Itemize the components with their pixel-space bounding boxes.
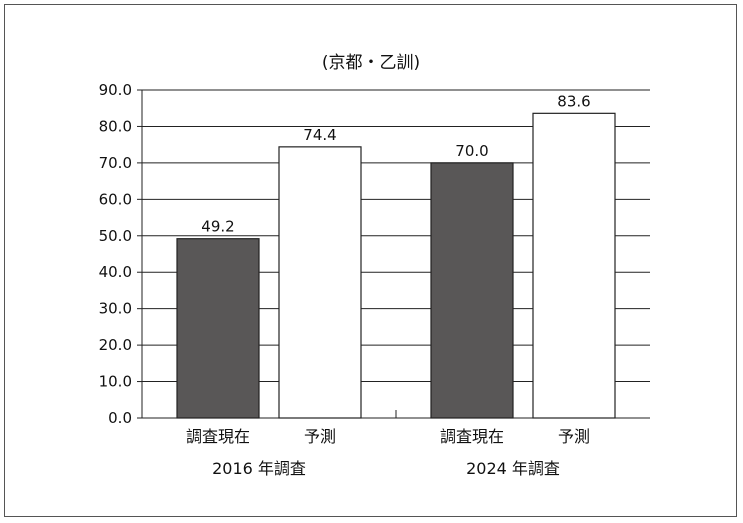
y-tick-label: 60.0 (99, 190, 132, 208)
category-label: 予測 (304, 427, 336, 446)
group-label: 2016 年調査 (212, 459, 306, 478)
y-tick-label: 50.0 (99, 227, 132, 245)
data-label: 70.0 (455, 142, 488, 160)
bar (532, 112, 616, 419)
y-tick-label: 80.0 (99, 117, 132, 135)
category-label: 予測 (558, 427, 590, 446)
value-labels: 49.2 74.4 70.0 83.6 (201, 92, 590, 235)
y-tick-label: 10.0 (99, 373, 132, 391)
x-axis: 調査現在 予測 2016 年調査 調査現在 予測 2024 年調査 (142, 410, 650, 478)
bar (278, 146, 362, 419)
y-tick-label: 90.0 (99, 81, 132, 99)
data-label: 49.2 (201, 218, 234, 236)
chart-title: (京都・乙訓) (322, 53, 420, 73)
y-tick-label: 30.0 (99, 300, 132, 318)
y-tick-label: 70.0 (99, 154, 132, 172)
category-label: 調査現在 (186, 427, 250, 446)
y-tick-label: 40.0 (99, 263, 132, 281)
category-label: 調査現在 (440, 427, 504, 446)
y-axis: 0.0 10.0 20.0 30.0 40.0 50.0 60.0 70.0 80.0 90.0 (99, 81, 143, 427)
group-label: 2024 年調査 (466, 459, 560, 478)
y-tick-label: 0.0 (108, 409, 132, 427)
bars (176, 112, 616, 419)
data-label: 74.4 (303, 126, 336, 144)
data-label: 83.6 (557, 92, 590, 110)
bar (430, 162, 514, 419)
y-tick-label: 20.0 (99, 336, 132, 354)
bar (176, 238, 260, 419)
